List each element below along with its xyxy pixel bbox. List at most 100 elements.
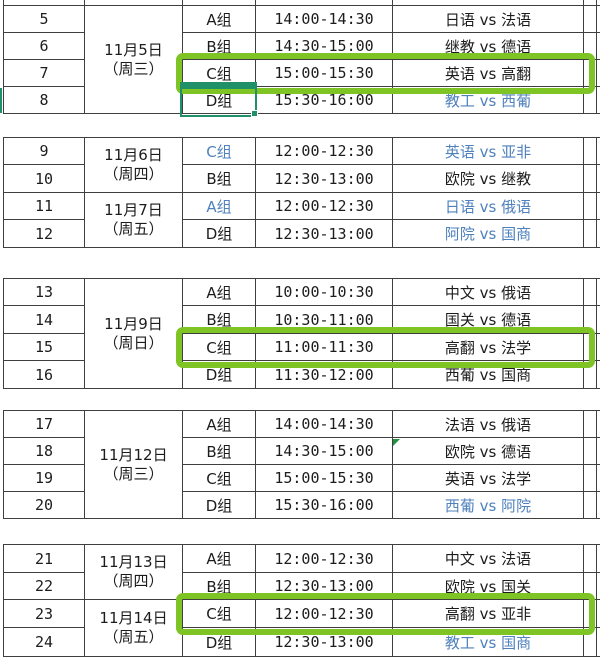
time-cell[interactable]: 11:00-11:30 (256, 334, 393, 361)
date-cell[interactable]: 11月6日 （周四） (85, 138, 183, 193)
row-header[interactable]: 17 (4, 411, 85, 438)
row-header[interactable]: 24 (4, 628, 85, 657)
match-cell[interactable]: 西葡 vs 阿院 (393, 492, 584, 519)
row-header[interactable]: 5 (4, 6, 85, 33)
date-cell[interactable]: 11月14日 （周五） (85, 600, 183, 657)
group-cell[interactable]: D组 (183, 628, 256, 657)
empty-cell[interactable] (597, 628, 600, 657)
group-cell[interactable]: B组 (183, 165, 256, 193)
empty-cell[interactable] (584, 573, 597, 600)
empty-cell[interactable] (584, 165, 597, 193)
time-cell[interactable]: 11:30-12:00 (256, 361, 393, 389)
match-cell[interactable]: 日语 vs 法语 (393, 6, 584, 33)
empty-cell[interactable] (597, 573, 600, 600)
row-header[interactable]: 12 (4, 220, 85, 248)
match-cell[interactable]: 英语 vs 法学 (393, 465, 584, 492)
empty-cell[interactable] (597, 165, 600, 193)
time-cell[interactable]: 14:00-14:30 (256, 411, 393, 438)
time-cell[interactable]: 15:00-15:30 (256, 465, 393, 492)
empty-cell[interactable] (597, 33, 600, 60)
empty-cell[interactable] (584, 492, 597, 519)
time-cell[interactable]: 12:00-12:30 (256, 545, 393, 573)
match-cell[interactable]: 欧院 vs 继教 (393, 165, 584, 193)
empty-cell[interactable] (584, 628, 597, 657)
date-cell[interactable]: 11月5日 （周三） (85, 6, 183, 114)
row-header[interactable]: 20 (4, 492, 85, 519)
group-cell[interactable]: A组 (183, 6, 256, 33)
empty-cell[interactable] (584, 33, 597, 60)
match-cell[interactable]: 欧院 vs 德语 (393, 438, 584, 465)
group-cell[interactable]: C组 (183, 600, 256, 628)
empty-cell[interactable] (584, 87, 597, 114)
empty-cell[interactable] (584, 545, 597, 573)
match-cell[interactable]: 教工 vs 国商 (393, 628, 584, 657)
empty-cell[interactable] (597, 361, 600, 389)
match-cell[interactable]: 欧院 vs 国关 (393, 573, 584, 600)
group-cell[interactable]: B组 (183, 438, 256, 465)
group-cell[interactable]: C组 (183, 465, 256, 492)
time-cell[interactable]: 12:00-12:30 (256, 138, 393, 165)
row-header[interactable]: 7 (4, 60, 85, 87)
group-cell[interactable]: A组 (183, 193, 256, 220)
group-cell[interactable]: B组 (183, 573, 256, 600)
group-cell[interactable]: C组 (183, 138, 256, 165)
match-cell[interactable]: 国关 vs 德语 (393, 306, 584, 334)
match-cell[interactable]: 英语 vs 亚非 (393, 138, 584, 165)
empty-cell[interactable] (584, 334, 597, 361)
time-cell[interactable]: 14:30-15:00 (256, 438, 393, 465)
group-cell[interactable]: D组 (183, 361, 256, 389)
row-header[interactable]: 6 (4, 33, 85, 60)
match-cell[interactable]: 高翻 vs 亚非 (393, 600, 584, 628)
group-cell[interactable]: B组 (183, 306, 256, 334)
empty-cell[interactable] (597, 545, 600, 573)
time-cell[interactable]: 14:00-14:30 (256, 6, 393, 33)
group-cell[interactable]: D组 (183, 492, 256, 519)
time-cell[interactable]: 12:30-13:00 (256, 628, 393, 657)
date-cell[interactable]: 11月9日 （周日） (85, 279, 183, 389)
row-header[interactable]: 21 (4, 545, 85, 573)
time-cell[interactable]: 12:30-13:00 (256, 165, 393, 193)
time-cell[interactable]: 12:30-13:00 (256, 573, 393, 600)
match-cell[interactable]: 日语 vs 俄语 (393, 193, 584, 220)
empty-cell[interactable] (597, 306, 600, 334)
empty-cell[interactable] (597, 87, 600, 114)
empty-cell[interactable] (597, 438, 600, 465)
row-header[interactable]: 18 (4, 438, 85, 465)
row-header[interactable]: 13 (4, 279, 85, 306)
row-header[interactable]: 8 (4, 87, 85, 114)
time-cell[interactable]: 12:00-12:30 (256, 193, 393, 220)
empty-cell[interactable] (597, 138, 600, 165)
row-header[interactable]: 23 (4, 600, 85, 628)
empty-cell[interactable] (597, 193, 600, 220)
row-header[interactable]: 10 (4, 165, 85, 193)
empty-cell[interactable] (584, 279, 597, 306)
empty-cell[interactable] (584, 600, 597, 628)
date-cell[interactable]: 11月7日 （周五） (85, 193, 183, 248)
match-cell[interactable]: 西葡 vs 国商 (393, 361, 584, 389)
empty-cell[interactable] (584, 306, 597, 334)
time-cell[interactable]: 15:00-15:30 (256, 60, 393, 87)
group-cell[interactable]: B组 (183, 33, 256, 60)
empty-cell[interactable] (597, 465, 600, 492)
time-cell[interactable]: 14:30-15:00 (256, 33, 393, 60)
fill-handle[interactable] (251, 110, 258, 117)
row-header[interactable]: 15 (4, 334, 85, 361)
empty-cell[interactable] (597, 60, 600, 87)
match-cell[interactable]: 中文 vs 法语 (393, 545, 584, 573)
time-cell[interactable]: 15:30-16:00 (256, 492, 393, 519)
empty-cell[interactable] (597, 492, 600, 519)
match-cell[interactable]: 继教 vs 德语 (393, 33, 584, 60)
match-cell[interactable]: 教工 vs 西葡 (393, 87, 584, 114)
empty-cell[interactable] (597, 220, 600, 248)
time-cell[interactable]: 10:00-10:30 (256, 279, 393, 306)
row-header[interactable]: 22 (4, 573, 85, 600)
date-cell[interactable]: 11月13日 （周四） (85, 545, 183, 600)
match-cell[interactable]: 中文 vs 俄语 (393, 279, 584, 306)
empty-cell[interactable] (584, 411, 597, 438)
time-cell[interactable]: 12:30-13:00 (256, 220, 393, 248)
empty-cell[interactable] (584, 193, 597, 220)
empty-cell[interactable] (597, 279, 600, 306)
group-cell[interactable]: C组 (183, 334, 256, 361)
empty-cell[interactable] (584, 465, 597, 492)
group-cell[interactable]: A组 (183, 279, 256, 306)
